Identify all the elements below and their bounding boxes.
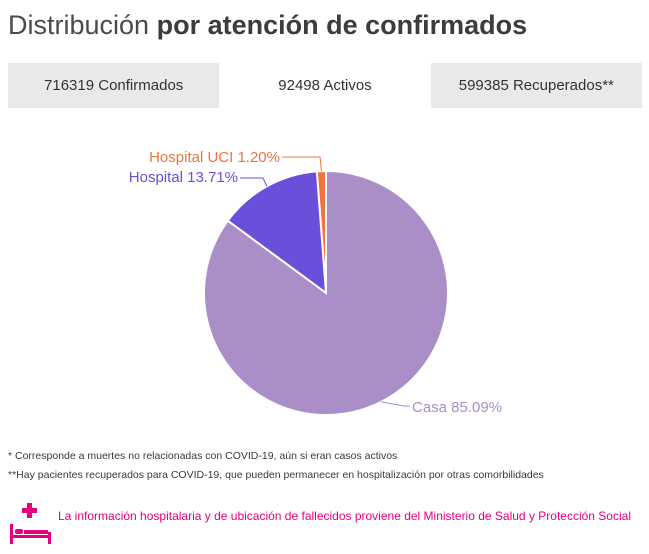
tab-activos[interactable]: 92498 Activos: [219, 63, 431, 108]
pie-chart: Hospital UCI 1.20% Hospital 13.71% Casa 85…: [129, 149, 502, 416]
title-bold: por atención de confirmados: [156, 10, 528, 40]
slice-label: Hospital UCI 1.20%: [149, 149, 280, 166]
tab-bar: 716319 Confirmados 92498 Activos 599385 …: [8, 63, 642, 108]
slice-label: Hospital 13.71%: [129, 169, 238, 186]
leader-line: [282, 156, 322, 172]
tab-confirmados[interactable]: 716319 Confirmados: [44, 77, 184, 94]
footnotes: * Corresponde a muertes no relacionadas …: [8, 447, 648, 485]
page-title: Distribución por atención de confirmados: [8, 10, 527, 41]
leader-line: [380, 401, 410, 407]
pie-slices: [203, 169, 449, 416]
tab-recuperados[interactable]: 599385 Recuperados**: [458, 77, 614, 94]
title-normal: Distribución: [8, 10, 150, 40]
slice-labels: Hospital UCI 1.20% Hospital 13.71% Casa 85…: [129, 149, 502, 416]
info-footer: La información hospitalaria y de ubicaci…: [8, 502, 642, 548]
slice-label: Casa 85.09%: [412, 399, 502, 416]
footer-message: La información hospitalaria y de ubicaci…: [58, 509, 631, 523]
footnote-1: * Corresponde a muertes no relacionadas …: [8, 450, 398, 462]
hospital-bed-icon: [10, 503, 51, 544]
leader-line: [240, 177, 268, 187]
pie-slice[interactable]: [203, 169, 449, 416]
leader-lines: [240, 156, 410, 407]
footnote-2: **Hay pacientes recuperados para COVID-1…: [8, 469, 544, 481]
